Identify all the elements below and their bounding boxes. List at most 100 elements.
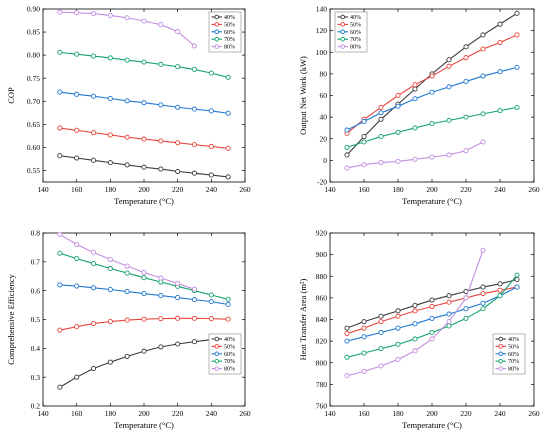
data-point-70pct [463, 114, 469, 120]
data-point-60pct [225, 110, 231, 116]
legend-swatch-marker [498, 336, 504, 342]
data-point-80pct [158, 275, 164, 281]
data-point-60pct [124, 98, 130, 104]
y-tick-label: 0.80 [27, 51, 40, 60]
legend-swatch-marker [214, 366, 219, 371]
data-point-80pct [463, 295, 469, 301]
data-point-40pct [463, 44, 469, 50]
x-tick-label: 160 [71, 409, 83, 418]
legend-swatch-marker [214, 14, 219, 20]
legend-swatch-marker [214, 358, 219, 364]
y-tick-label: 0.7 [31, 257, 41, 266]
data-point-40pct [361, 134, 367, 140]
legend-entry: 60% [224, 30, 235, 36]
legend-swatch-marker [498, 344, 504, 349]
data-point-50pct [514, 32, 520, 38]
x-tick-label: 260 [239, 185, 251, 194]
x-tick-label: 200 [138, 185, 150, 194]
y-tick-label: 140 [316, 5, 328, 14]
x-tick-label: 200 [426, 185, 438, 194]
y-tick-label: 840 [316, 315, 328, 324]
data-point-40pct [141, 164, 147, 170]
data-point-60pct [344, 338, 350, 344]
x-tick-label: 140 [324, 185, 336, 194]
data-point-60pct [90, 93, 97, 99]
legend-box [208, 11, 242, 53]
data-point-60pct [395, 325, 401, 331]
data-point-40pct [361, 319, 367, 325]
chart-panel-4: 140 160 180 200 220 240 260 760 780 800 820 840 860 8… [298, 229, 540, 430]
legend-entry: 50% [224, 344, 235, 350]
data-point-50pct [141, 316, 147, 322]
y-tick-label: 780 [316, 380, 328, 389]
data-point-70pct [395, 341, 401, 347]
data-point-60pct [412, 321, 418, 327]
data-point-50pct [124, 134, 130, 140]
series-line-40pct [59, 337, 229, 388]
data-point-80pct [141, 269, 147, 276]
series-line-40pct [346, 12, 518, 156]
data-point-40pct [175, 341, 181, 347]
y-tick-label: 0.90 [27, 5, 40, 14]
data-point-40pct [74, 155, 80, 161]
data-point-60pct [107, 95, 113, 102]
legend-entry: 50% [350, 22, 361, 28]
data-point-60pct [175, 104, 181, 110]
data-point-70pct [124, 57, 130, 63]
legend-entry: 60% [350, 30, 361, 36]
data-point-50pct [90, 130, 97, 136]
data-point-80pct [141, 18, 147, 24]
y-tick-label: 800 [316, 358, 328, 367]
data-point-60pct [225, 301, 231, 308]
data-point-40pct [124, 353, 130, 359]
x-axis-label: Temperature (°C) [114, 420, 174, 430]
legend-swatch-marker [214, 22, 219, 27]
data-point-50pct [107, 318, 113, 325]
data-point-70pct [344, 144, 350, 150]
y-tick-label: 900 [316, 250, 328, 259]
y-tick-label: 820 [316, 337, 328, 346]
data-point-70pct [446, 323, 452, 329]
legend-swatch-marker [498, 358, 504, 364]
data-point-80pct [74, 241, 80, 248]
data-point-60pct [344, 127, 350, 133]
data-point-60pct [446, 84, 452, 90]
data-point-50pct [412, 82, 418, 88]
x-tick-label: 240 [206, 185, 218, 194]
data-point-40pct [514, 276, 520, 283]
data-point-60pct [141, 100, 147, 106]
data-point-40pct [107, 160, 113, 166]
y-tick-label: 120 [316, 26, 328, 35]
legend-entry: 80% [508, 367, 519, 373]
data-point-50pct [57, 125, 63, 131]
data-point-60pct [90, 285, 97, 291]
x-tick-label: 220 [460, 409, 472, 418]
data-point-40pct [412, 86, 418, 92]
data-point-80pct [57, 9, 63, 15]
x-axis-label: Temperature (°C) [114, 196, 174, 206]
x-tick-label: 220 [172, 185, 184, 194]
data-point-40pct [497, 21, 503, 27]
x-tick-label: 160 [358, 185, 370, 194]
legend-entry: 60% [508, 352, 519, 358]
data-point-70pct [361, 350, 367, 356]
x-tick-label: 160 [71, 185, 83, 194]
data-point-70pct [446, 117, 452, 123]
data-point-80pct [90, 249, 97, 255]
legend-swatch-marker [214, 351, 219, 357]
data-point-60pct [191, 106, 198, 112]
data-point-80pct [480, 247, 486, 253]
data-point-80pct [378, 363, 384, 369]
legend-entry: 80% [224, 45, 235, 51]
data-point-80pct [191, 43, 198, 49]
x-axis-label: Temperature (°C) [402, 420, 462, 430]
data-point-50pct [395, 92, 401, 99]
data-point-50pct [378, 319, 384, 325]
data-point-40pct [514, 10, 520, 16]
y-tick-label: 0 [323, 156, 327, 165]
data-point-70pct [208, 292, 214, 298]
series-line-80pct [346, 141, 484, 169]
data-point-50pct [158, 316, 164, 322]
data-point-60pct [141, 290, 147, 297]
